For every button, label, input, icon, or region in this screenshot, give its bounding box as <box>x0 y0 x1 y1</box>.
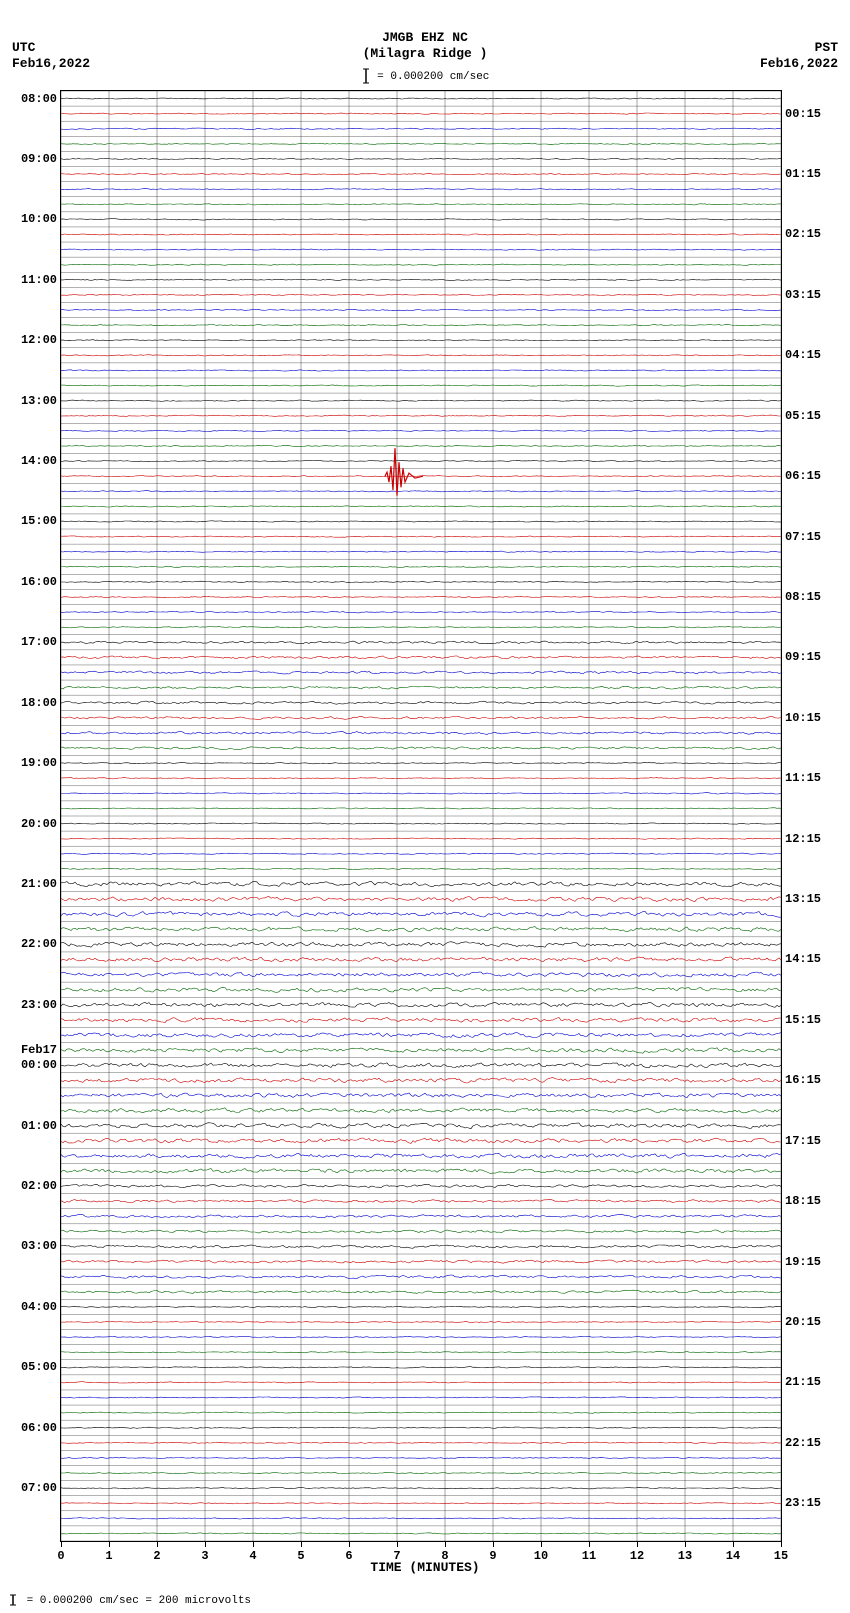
pst-hour-label: 19:15 <box>781 1255 821 1269</box>
pst-hour-label: 14:15 <box>781 952 821 966</box>
pst-hour-label: 07:15 <box>781 530 821 544</box>
pst-hour-label: 11:15 <box>781 771 821 785</box>
utc-hour-label: 11:00 <box>21 273 61 287</box>
pst-hour-label: 05:15 <box>781 409 821 423</box>
pst-hour-label: 18:15 <box>781 1194 821 1208</box>
helicorder-plot: 012345678910111213141508:0009:0010:0011:… <box>60 90 782 1542</box>
pst-hour-label: 01:15 <box>781 167 821 181</box>
pst-hour-label: 08:15 <box>781 590 821 604</box>
footer-scale: = 0.000200 cm/sec = 200 microvolts <box>6 1594 251 1607</box>
pst-hour-label: 02:15 <box>781 227 821 241</box>
pst-hour-label: 04:15 <box>781 348 821 362</box>
pst-hour-label: 20:15 <box>781 1315 821 1329</box>
utc-hour-label: 18:00 <box>21 696 61 710</box>
utc-hour-label: 00:00 <box>21 1058 61 1072</box>
utc-hour-label: 05:00 <box>21 1360 61 1374</box>
pst-hour-label: 15:15 <box>781 1013 821 1027</box>
utc-date-break: Feb17 <box>21 1043 61 1057</box>
pst-hour-label: 16:15 <box>781 1073 821 1087</box>
pst-hour-label: 13:15 <box>781 892 821 906</box>
pst-hour-label: 23:15 <box>781 1496 821 1510</box>
utc-hour-label: 06:00 <box>21 1421 61 1435</box>
utc-hour-label: 01:00 <box>21 1119 61 1133</box>
pst-hour-label: 00:15 <box>781 107 821 121</box>
utc-hour-label: 04:00 <box>21 1300 61 1314</box>
utc-hour-label: 16:00 <box>21 575 61 589</box>
pst-hour-label: 10:15 <box>781 711 821 725</box>
utc-hour-label: 21:00 <box>21 877 61 891</box>
utc-hour-label: 09:00 <box>21 152 61 166</box>
utc-hour-label: 13:00 <box>21 394 61 408</box>
utc-hour-label: 22:00 <box>21 937 61 951</box>
scale-text: = 0.000200 cm/sec <box>371 71 490 83</box>
utc-hour-label: 12:00 <box>21 333 61 347</box>
utc-hour-label: 17:00 <box>21 635 61 649</box>
utc-hour-label: 14:00 <box>21 454 61 468</box>
station-title: JMGB EHZ NC <box>0 30 850 46</box>
pst-hour-label: 22:15 <box>781 1436 821 1450</box>
pst-hour-label: 06:15 <box>781 469 821 483</box>
utc-hour-label: 10:00 <box>21 212 61 226</box>
utc-hour-label: 20:00 <box>21 817 61 831</box>
scale-indicator: = 0.000200 cm/sec <box>0 68 850 84</box>
footer-text: = 0.000200 cm/sec = 200 microvolts <box>20 1595 251 1607</box>
pst-hour-label: 21:15 <box>781 1375 821 1389</box>
pst-hour-label: 03:15 <box>781 288 821 302</box>
x-axis-label: TIME (MINUTES) <box>0 1560 850 1575</box>
utc-hour-label: 02:00 <box>21 1179 61 1193</box>
utc-hour-label: 08:00 <box>21 92 61 106</box>
utc-hour-label: 19:00 <box>21 756 61 770</box>
pst-hour-label: 17:15 <box>781 1134 821 1148</box>
location-title: (Milagra Ridge ) <box>0 46 850 62</box>
utc-hour-label: 07:00 <box>21 1481 61 1495</box>
utc-hour-label: 23:00 <box>21 998 61 1012</box>
pst-hour-label: 12:15 <box>781 832 821 846</box>
utc-hour-label: 03:00 <box>21 1239 61 1253</box>
utc-hour-label: 15:00 <box>21 514 61 528</box>
pst-hour-label: 09:15 <box>781 650 821 664</box>
